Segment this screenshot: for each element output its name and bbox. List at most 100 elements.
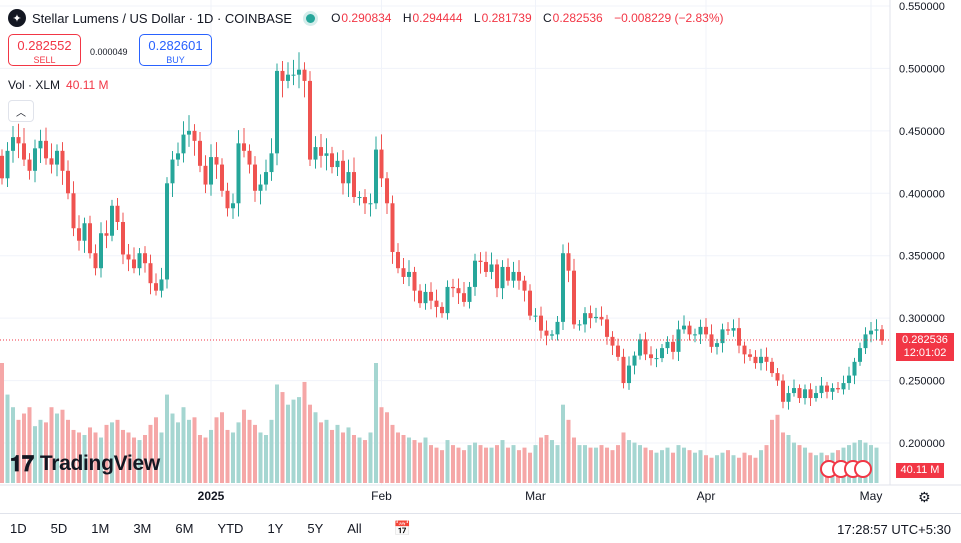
range-1y[interactable]: 1Y [267,521,284,536]
volume-bar [434,447,439,483]
candle-body [808,389,813,399]
candle-body [836,388,840,390]
candle-body [506,266,510,281]
volume-bar [462,450,466,483]
candle-body [638,339,642,356]
volume-bar [803,447,807,483]
volume-bar [610,450,615,483]
candle-body [649,354,653,359]
volume-bar [643,447,648,483]
volume-bar [566,419,571,483]
candle-body [709,334,714,347]
volume-bar [181,407,186,483]
candle-body [852,361,857,376]
sell-button[interactable]: 0.282552 SELL [8,34,81,66]
candle-body [621,356,626,384]
volume-bar [99,437,103,483]
range-3m[interactable]: 3M [133,521,152,536]
candle-body [627,365,631,384]
candle-body [121,222,125,255]
candle-body [71,193,76,229]
candle-body [539,315,543,331]
volume-bar [874,447,879,483]
volume-bar [143,435,147,483]
candle-body [500,266,505,289]
volume-bar [418,442,422,483]
y-tick-label: 0.550000 [899,1,945,13]
candle-body [555,321,560,335]
y-tick-label: 0.500000 [899,63,945,75]
candle-body [341,160,345,184]
volume-bar [715,455,719,483]
volume-bar [660,450,664,483]
x-tick-label: 2025 [198,489,225,503]
volume-bar [423,437,428,483]
candle-body [209,157,213,185]
calendar-icon[interactable]: 📅 [393,520,412,536]
volume-bar [737,457,741,483]
candle-body [55,150,59,165]
volume-bar [209,429,213,483]
candle-body [775,373,780,381]
range-5y[interactable]: 5Y [307,521,324,536]
symbol-title[interactable]: Stellar Lumens / US Dollar · 1D · COINBA… [32,10,293,26]
candle-body [44,140,48,159]
volume-bar [33,426,37,483]
candle-body [847,375,851,384]
range-ytd[interactable]: YTD [217,521,244,536]
range-1d[interactable]: 1D [10,521,27,536]
range-5d[interactable]: 5D [50,521,68,536]
candle-body [137,253,142,269]
candle-body [242,143,246,151]
volume-bar [539,437,543,483]
clock-timezone[interactable]: 17:28:57 UTC+5:30 [837,522,951,537]
range-1m[interactable]: 1M [91,521,110,536]
volume-bar [561,404,565,483]
y-tick-label: 0.400000 [899,188,945,200]
candle-body [473,260,477,287]
candle-body [544,330,549,336]
candle-body [720,329,725,344]
volume-bar [522,447,527,483]
volume-bar [484,447,488,483]
candle-body [830,388,835,392]
candle-body [704,326,708,335]
volume-bar [93,432,98,483]
spread-value: 0.000049 [90,47,128,57]
volume-bar [330,429,334,483]
gear-icon[interactable]: ⚙ [918,489,931,505]
candle-body [605,319,609,337]
candle-body [66,170,70,194]
volume-bar [577,445,582,483]
candle-body [269,153,274,173]
candle-body [280,70,285,81]
volume-bar [302,381,307,483]
candle-body [858,348,862,362]
candle-body [434,300,439,307]
candle-body [319,147,323,156]
range-all[interactable]: All [347,521,362,536]
candle-body [451,286,455,289]
us-flag-event-icon[interactable] [854,460,872,478]
candle-body [407,271,411,277]
price-chart[interactable]: 0.550000 0.500000 0.450000 0.400000 0.350000… [0,0,961,513]
volume-bar [704,455,708,483]
candle-body [489,264,494,272]
candle-body [253,164,257,191]
bar-countdown: 12:01:02 [903,347,947,359]
candle-body [418,290,422,304]
buy-button[interactable]: 0.282601 BUY [139,34,212,66]
candle-body [110,205,114,236]
collapse-legend-button[interactable]: ︿ [8,100,34,122]
volume-bar [473,442,477,483]
candle-body [220,164,224,191]
volume-bar [313,412,318,483]
candle-body [60,150,65,171]
volume-bar [5,394,10,483]
candle-body [698,326,703,335]
candle-body [825,385,829,392]
candle-body [759,356,763,364]
volume-bar [110,422,114,483]
range-6m[interactable]: 6M [175,521,194,536]
volume-bar [220,412,224,483]
